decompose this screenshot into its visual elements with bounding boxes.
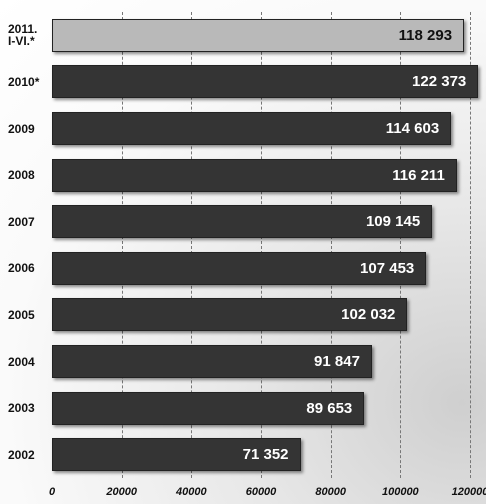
value-label: 71 352	[242, 446, 289, 464]
bar	[52, 298, 408, 332]
grid-line	[470, 12, 471, 478]
x-tick-label: 80000	[315, 486, 346, 498]
category-label: 2011. I-VI.*	[8, 22, 38, 49]
x-tick-label: 60000	[245, 486, 277, 498]
bar	[52, 112, 452, 145]
category-label: 2002	[8, 447, 35, 462]
bar	[52, 205, 433, 239]
bar	[52, 345, 372, 378]
category-label: 2006	[8, 261, 35, 276]
value-label: 91 847	[314, 353, 360, 370]
value-label: 116 211	[392, 166, 445, 184]
grid-line	[121, 12, 123, 478]
grid-line	[330, 12, 332, 478]
category-label: 2010*	[8, 74, 40, 89]
value-label: 107 453	[360, 259, 415, 277]
x-tick-label: 0	[48, 486, 56, 498]
x-tick-label: 20000	[106, 486, 137, 498]
category-label: 2009	[8, 121, 35, 136]
category-label: 2003	[8, 401, 35, 416]
value-label: 118 293	[398, 26, 453, 44]
grid-line	[261, 12, 262, 478]
grid-line	[400, 12, 402, 478]
value-label: 109 145	[365, 213, 421, 231]
bar	[52, 391, 365, 425]
value-label: 114 603	[385, 120, 440, 137]
category-label: 2007	[8, 214, 35, 229]
x-tick-label: 120000	[451, 486, 486, 498]
value-label: 122 373	[412, 73, 467, 91]
category-label: 2008	[8, 168, 35, 183]
grid-line	[191, 12, 193, 478]
bar	[52, 251, 427, 285]
value-label: 102 032	[341, 306, 396, 324]
value-label: 89 653	[306, 399, 353, 417]
bar	[52, 158, 457, 192]
x-tick-label: 100000	[381, 486, 419, 498]
bar	[52, 438, 301, 472]
bar	[52, 65, 479, 99]
category-label: 2005	[8, 307, 35, 322]
bar	[52, 18, 465, 52]
x-tick-label: 40000	[176, 486, 207, 498]
category-label: 2004	[8, 354, 35, 369]
